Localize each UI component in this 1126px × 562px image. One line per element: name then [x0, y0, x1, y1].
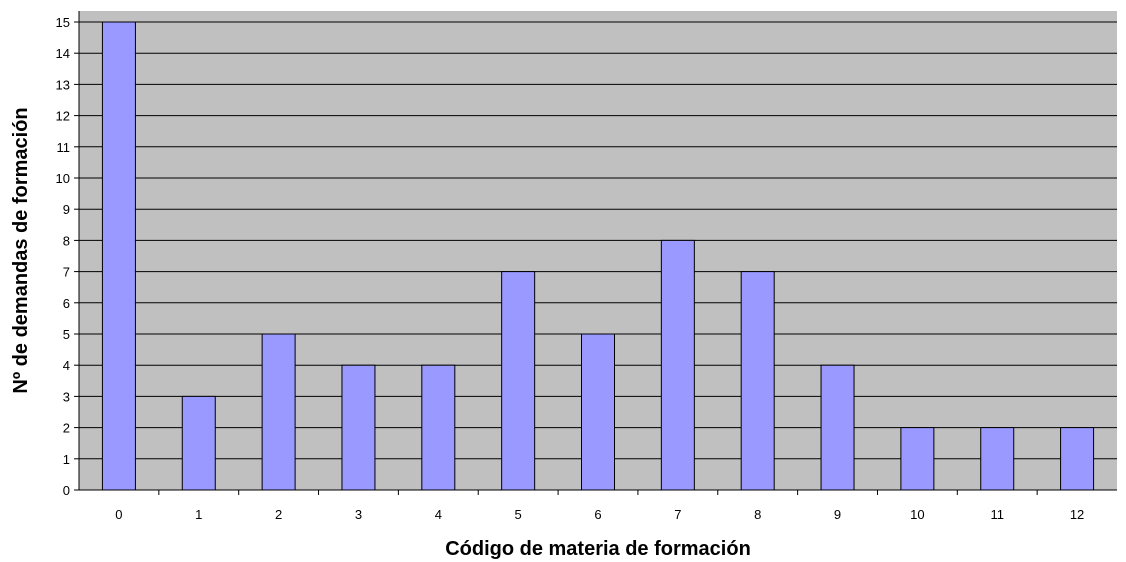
x-tick-label: 0 — [115, 507, 122, 522]
x-tick-label: 9 — [834, 507, 841, 522]
y-tick-label: 14 — [56, 46, 70, 61]
bar-9 — [820, 364, 855, 491]
x-axis: 0 1 2 3 4 5 6 7 8 9 10 11 12 — [115, 490, 1084, 522]
bar-12 — [1060, 427, 1095, 491]
y-tick-label: 13 — [56, 77, 70, 92]
x-tick-label: 12 — [1070, 507, 1084, 522]
x-axis-title: Código de materia de formación — [445, 538, 751, 560]
y-tick-label: 1 — [63, 452, 70, 467]
x-tick-label: 6 — [594, 507, 601, 522]
y-tick-label: 9 — [63, 202, 70, 217]
bar-1 — [181, 395, 216, 491]
y-tick-label: 15 — [56, 15, 70, 30]
y-tick-label: 6 — [63, 296, 70, 311]
y-tick-label: 5 — [63, 327, 70, 342]
x-tick-label: 4 — [435, 507, 442, 522]
y-tick-label: 12 — [56, 109, 70, 124]
y-tick-label: 8 — [63, 233, 70, 248]
bar-3 — [341, 364, 376, 491]
gridlines — [79, 21, 1117, 460]
x-tick-label: 10 — [910, 507, 924, 522]
y-tick-label: 10 — [56, 171, 70, 186]
y-tick-label: 0 — [63, 483, 70, 498]
bar-7 — [660, 239, 695, 491]
y-tick-label: 2 — [63, 421, 70, 436]
x-tick-label: 5 — [515, 507, 522, 522]
y-tick-label: 7 — [63, 265, 70, 280]
bar-2 — [261, 333, 296, 491]
x-tick-label: 1 — [195, 507, 202, 522]
x-tick-label: 8 — [754, 507, 761, 522]
bar-10 — [900, 427, 935, 491]
y-tick-label: 11 — [57, 140, 71, 155]
bar-11 — [980, 427, 1015, 491]
y-tick-label: 3 — [63, 389, 70, 404]
x-tick-label: 11 — [990, 507, 1004, 522]
x-tick-label: 2 — [275, 507, 282, 522]
bar-4 — [421, 364, 456, 491]
bar-8 — [740, 271, 775, 491]
bar-5 — [501, 271, 536, 491]
bar-0 — [101, 21, 136, 491]
y-axis-title: Nº de demandas de formación — [10, 107, 32, 393]
x-tick-label: 7 — [674, 507, 681, 522]
x-tick-label: 3 — [355, 507, 362, 522]
y-tick-label: 4 — [63, 358, 70, 373]
bars — [101, 21, 1095, 491]
bar-6 — [581, 333, 615, 491]
